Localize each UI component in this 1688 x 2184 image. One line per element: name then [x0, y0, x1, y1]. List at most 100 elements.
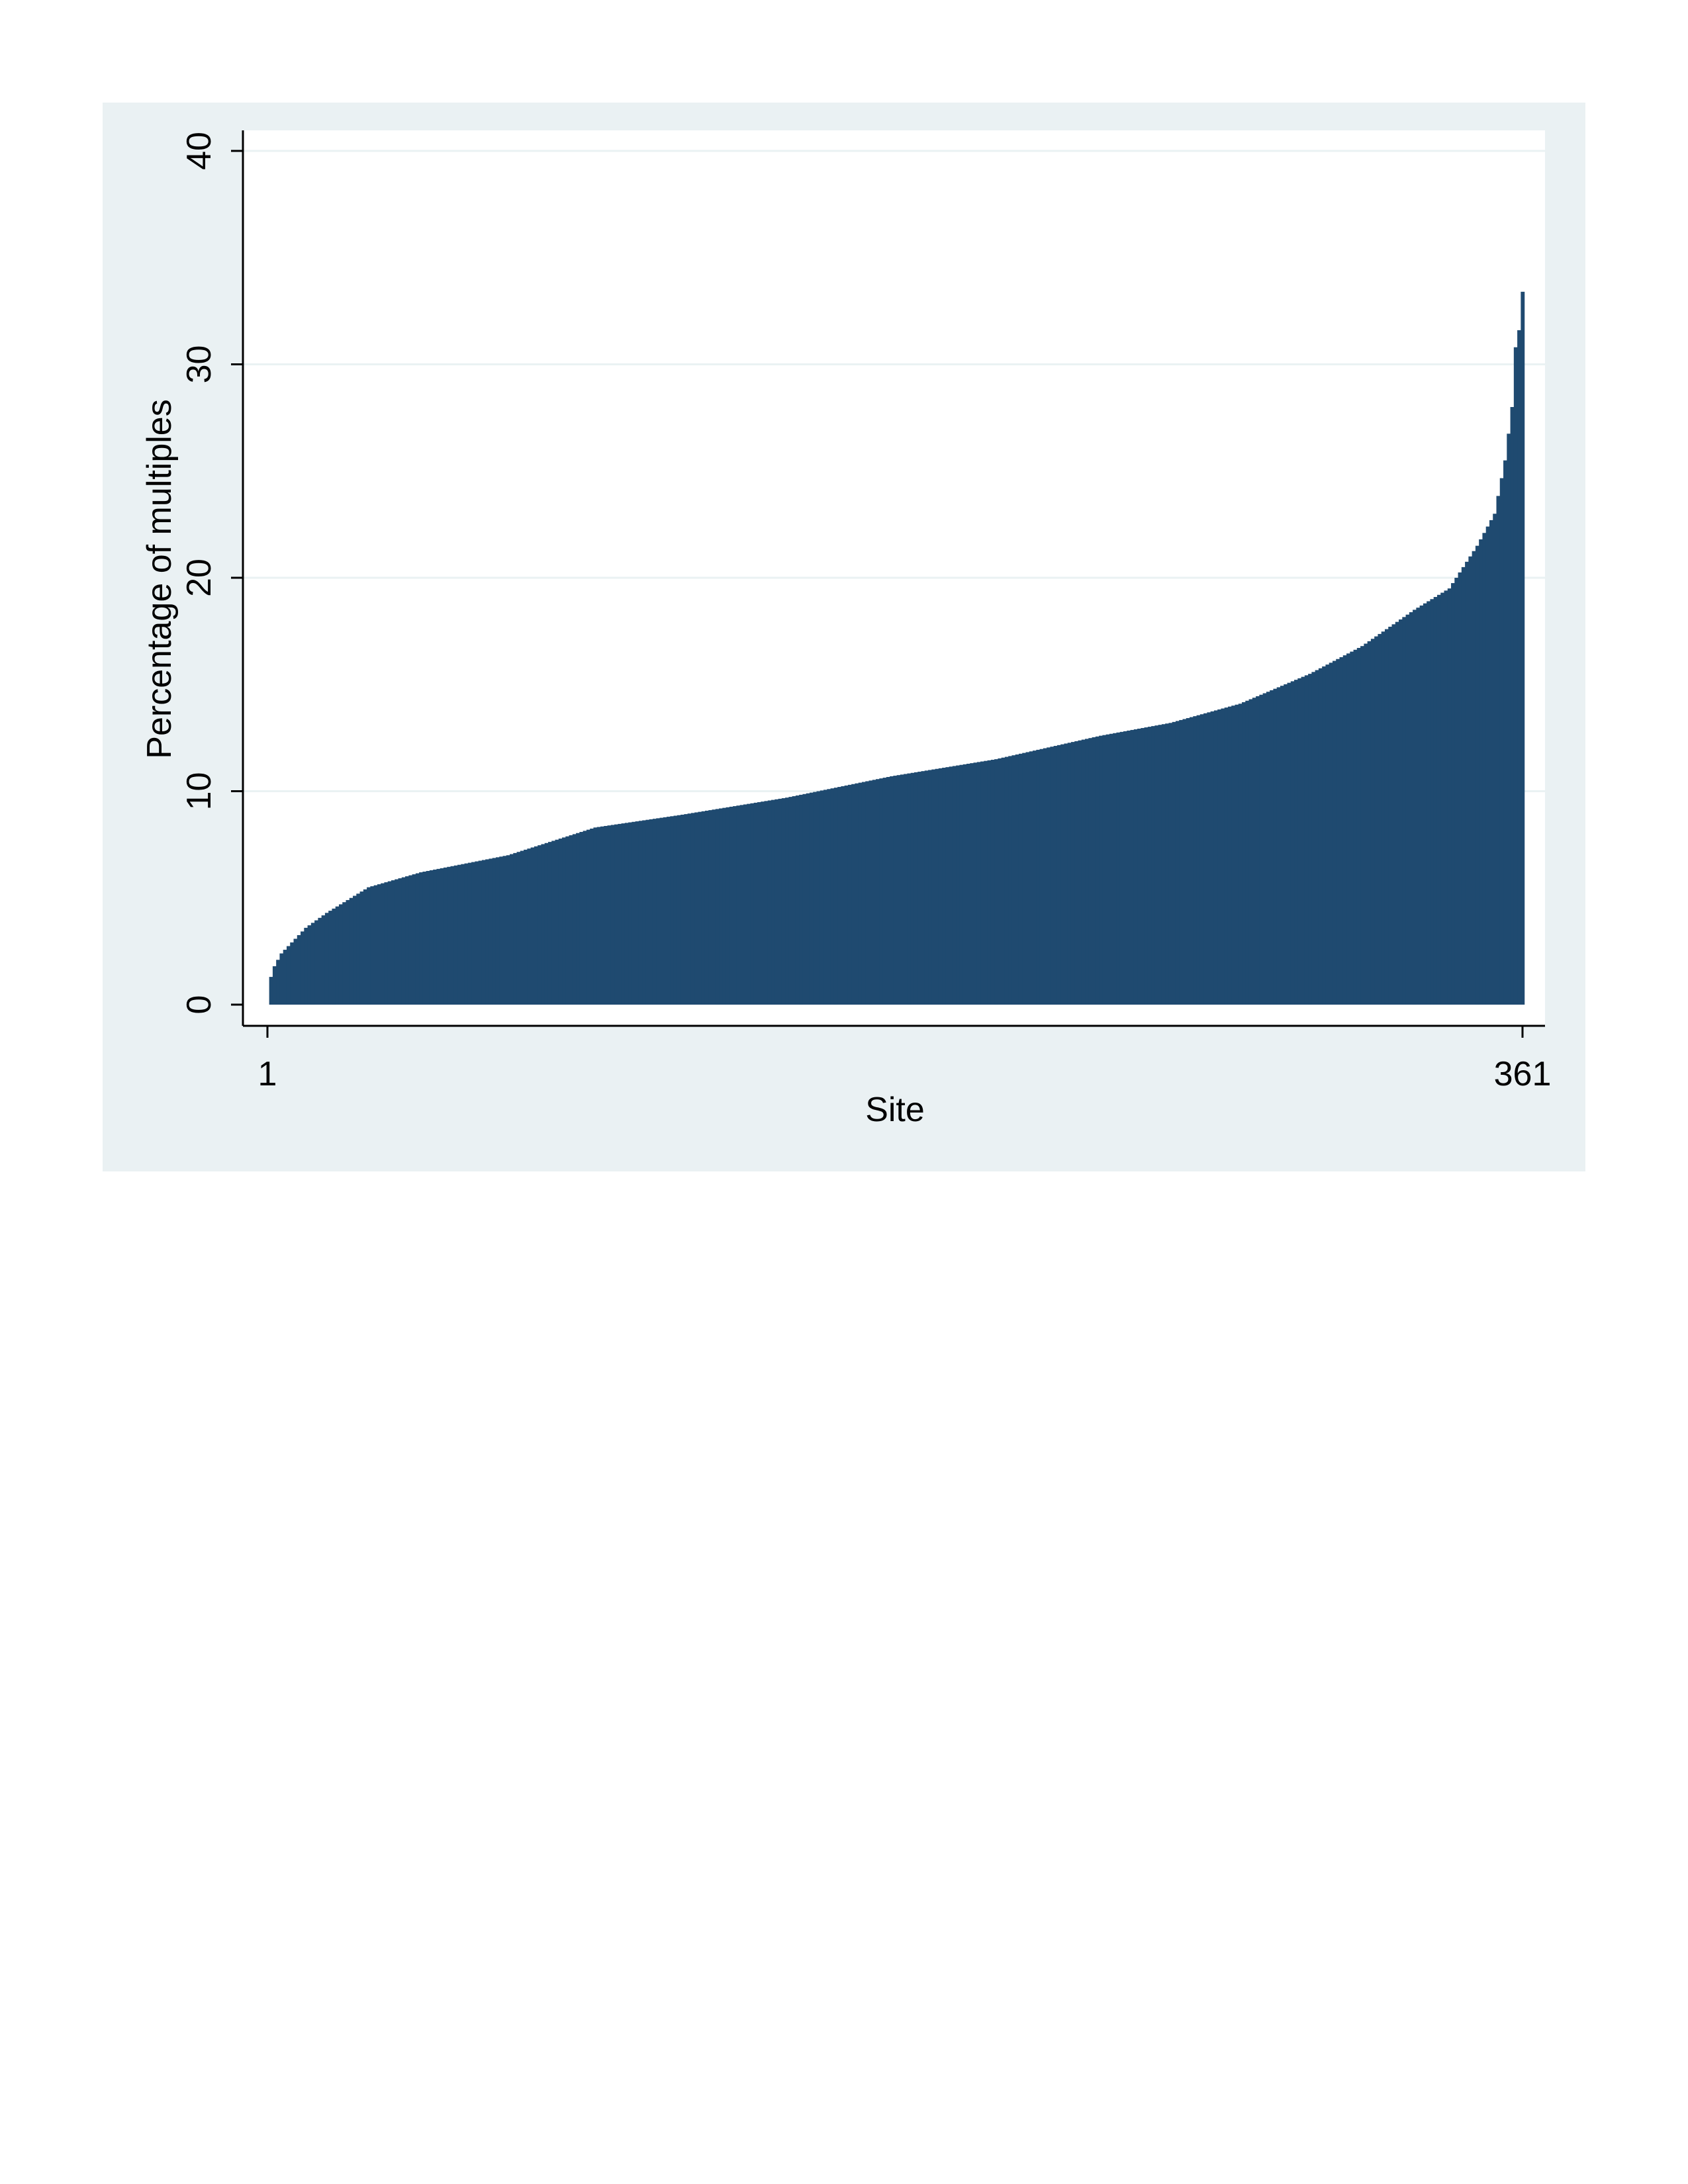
bar-271 [1207, 712, 1211, 1005]
bar-277 [1227, 706, 1232, 1005]
bar-191 [928, 770, 932, 1005]
bar-207 [984, 760, 988, 1005]
bar-358 [1510, 407, 1515, 1005]
bar-147 [774, 799, 779, 1005]
bar-245 [1116, 732, 1121, 1005]
bar-314 [1356, 647, 1361, 1005]
bar-81 [544, 842, 549, 1005]
bar-223 [1039, 749, 1044, 1005]
bar-300 [1308, 674, 1312, 1005]
bar-255 [1151, 726, 1155, 1005]
bar-128 [708, 810, 713, 1005]
bar-250 [1133, 729, 1138, 1005]
bar-178 [882, 778, 887, 1005]
bar-257 [1158, 725, 1162, 1005]
bar-148 [778, 798, 782, 1005]
bar-302 [1315, 670, 1319, 1005]
bar-125 [698, 811, 702, 1005]
bar-6 [283, 950, 287, 1005]
bar-343 [1458, 572, 1462, 1005]
bar-84 [555, 839, 559, 1005]
bar-19 [328, 911, 333, 1005]
bar-265 [1186, 718, 1190, 1005]
bar-7 [286, 946, 291, 1005]
bar-285 [1256, 696, 1260, 1005]
bar-315 [1360, 646, 1364, 1005]
bar-179 [886, 777, 890, 1005]
bar-70 [506, 855, 510, 1005]
bar-190 [924, 770, 929, 1005]
bar-246 [1119, 731, 1124, 1005]
bar-51 [440, 868, 444, 1005]
bar-220 [1029, 751, 1033, 1005]
bar-344 [1461, 567, 1466, 1005]
bar-45 [419, 872, 423, 1005]
bar-155 [802, 794, 807, 1005]
bar-188 [917, 772, 922, 1005]
bar-73 [516, 852, 521, 1005]
bar-169 [851, 784, 856, 1005]
bar-131 [719, 808, 723, 1005]
bar-301 [1311, 672, 1316, 1005]
bar-16 [318, 917, 322, 1005]
bar-30 [367, 887, 371, 1005]
bar-170 [855, 783, 859, 1005]
bar-133 [726, 807, 730, 1005]
bar-72 [513, 852, 518, 1005]
bar-83 [551, 841, 556, 1005]
bar-237 [1088, 738, 1093, 1005]
bar-234 [1078, 740, 1082, 1005]
bar-204 [973, 762, 978, 1005]
bar-90 [576, 833, 580, 1005]
bar-324 [1391, 624, 1396, 1005]
bar-329 [1409, 612, 1413, 1005]
bar-212 [1001, 757, 1006, 1005]
bar-194 [938, 768, 943, 1005]
bar-5 [279, 953, 284, 1005]
bar-3 [272, 966, 277, 1005]
bar-103 [621, 823, 626, 1005]
bar-44 [415, 873, 420, 1005]
bar-270 [1203, 713, 1207, 1005]
bar-93 [586, 829, 590, 1005]
bar-313 [1353, 649, 1358, 1005]
bar-153 [795, 795, 800, 1005]
bar-350 [1482, 533, 1487, 1005]
bar-55 [453, 865, 458, 1005]
bar-243 [1109, 733, 1113, 1005]
bar-181 [893, 776, 898, 1005]
bar-68 [499, 856, 504, 1005]
bar-61 [475, 861, 479, 1005]
bar-116 [667, 817, 671, 1005]
bar-9 [293, 938, 298, 1005]
bar-124 [694, 812, 699, 1005]
bar-351 [1485, 526, 1490, 1005]
bar-106 [632, 821, 636, 1005]
bar-318 [1370, 639, 1375, 1005]
x-tick-label-361: 361 [1494, 1055, 1552, 1093]
bar-89 [572, 834, 577, 1005]
bar-218 [1022, 752, 1027, 1005]
bar-10 [297, 934, 301, 1005]
bar-163 [830, 788, 835, 1005]
bar-53 [447, 866, 451, 1005]
bar-216 [1015, 754, 1019, 1005]
bar-238 [1092, 737, 1096, 1005]
bar-159 [816, 791, 821, 1005]
bar-126 [701, 811, 706, 1005]
bar-303 [1318, 668, 1323, 1005]
bar-166 [841, 786, 845, 1005]
bar-239 [1095, 736, 1100, 1005]
bar-231 [1067, 743, 1072, 1005]
bar-280 [1238, 704, 1243, 1005]
bar-185 [907, 773, 912, 1005]
bar-298 [1301, 676, 1305, 1005]
bar-319 [1374, 636, 1379, 1005]
bar-206 [980, 761, 984, 1005]
bar-130 [715, 809, 720, 1005]
bar-336 [1433, 597, 1438, 1005]
bar-308 [1336, 659, 1340, 1005]
bar-97 [600, 826, 604, 1005]
bar-18 [324, 913, 329, 1005]
bar-43 [412, 874, 416, 1005]
